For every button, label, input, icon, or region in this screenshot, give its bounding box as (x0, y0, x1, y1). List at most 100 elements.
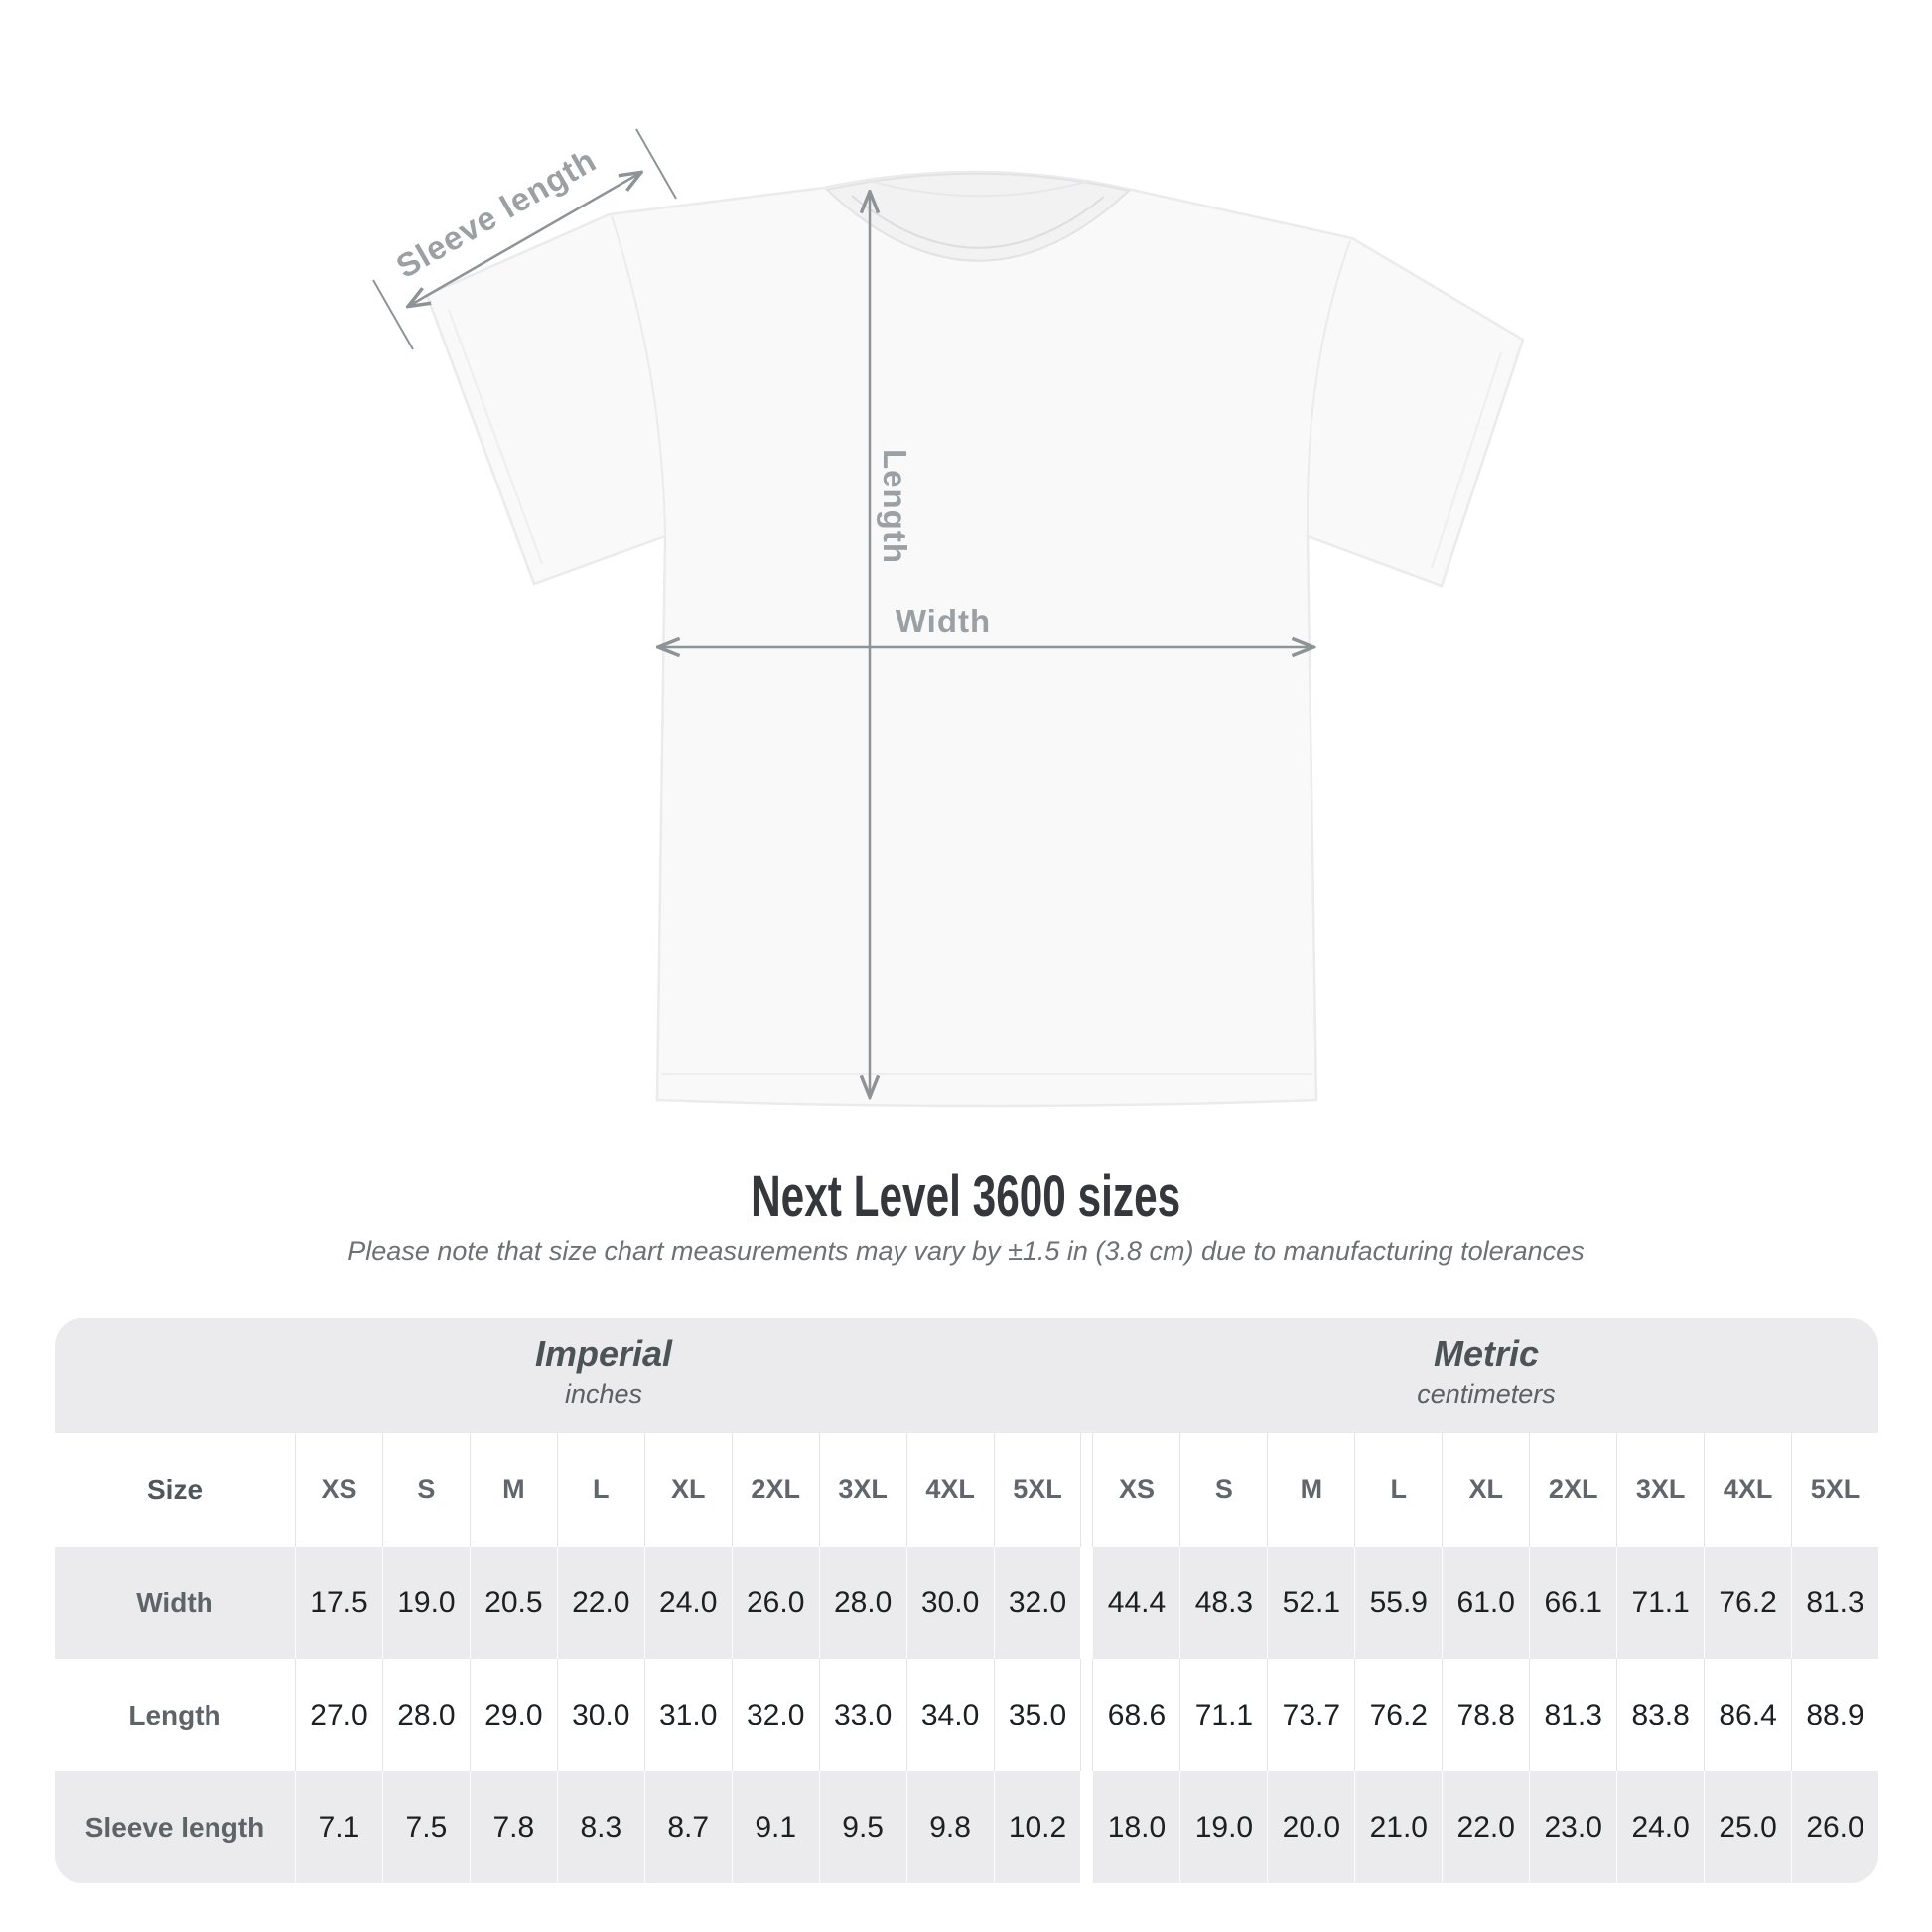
sleeve-measure-tick-bottom (372, 279, 414, 350)
metric-unit-header: Metric centimeters (1417, 1332, 1556, 1412)
table-cell: 35.0 (993, 1659, 1081, 1771)
table-cell: 68.6 (1092, 1659, 1179, 1771)
width-label: Width (895, 603, 992, 639)
table-cell: 2XL (1529, 1433, 1616, 1547)
table-cell: 19.0 (381, 1547, 470, 1659)
measurement-row-0-label: Width (136, 1587, 213, 1618)
table-cell: 30.0 (556, 1659, 644, 1771)
table-cell: 33.0 (818, 1659, 906, 1771)
table-cell: 25.0 (1704, 1771, 1791, 1883)
table-cell: 34.0 (905, 1659, 994, 1771)
table-cell: 2XL (731, 1433, 819, 1547)
table-cell: XS (295, 1433, 382, 1547)
table-cell: 86.4 (1704, 1659, 1791, 1771)
table-cell: 18.0 (1092, 1771, 1179, 1883)
size-table-card: Imperial inches Metric centimeters Size X… (55, 1318, 1878, 1883)
tshirt-right-sleeve-hem (1431, 351, 1502, 569)
page-title: Next Level 3600 sizes (751, 1165, 1181, 1229)
table-cell: 26.0 (1791, 1771, 1878, 1883)
table-cell: 21.0 (1354, 1771, 1442, 1883)
table-cell: XL (643, 1433, 732, 1547)
table-cell: 8.7 (643, 1771, 732, 1883)
sleeve-measure-tick-top (635, 128, 677, 200)
measurement-row-1-label: Length (128, 1699, 221, 1730)
size-table: Size XS S M L XL 2XL 3XL 4XL 5XL XS S M L XL 2XL 3XL 4XL 5… (55, 1433, 1878, 1883)
table-cell: 30.0 (905, 1547, 994, 1659)
table-cell: 28.0 (818, 1547, 906, 1659)
sleeve-measure-arrow (409, 173, 640, 306)
unit-system-gap (1080, 1659, 1093, 1771)
table-cell: 76.2 (1354, 1659, 1442, 1771)
tolerance-note: Please note that size chart measurements… (347, 1236, 1585, 1266)
table-cell: 24.0 (1616, 1771, 1704, 1883)
size-header-row-label: Size (146, 1473, 204, 1505)
table-cell: XL (1442, 1433, 1529, 1547)
table-cell: 83.8 (1616, 1659, 1704, 1771)
table-cell: 7.8 (469, 1771, 557, 1883)
table-cell: 48.3 (1179, 1547, 1267, 1659)
measurement-row-1: Length 27.0 28.0 29.0 30.0 31.0 32.0 33.0 34.0 35… (55, 1659, 1878, 1771)
table-cell: 61.0 (1442, 1547, 1529, 1659)
table-cell: 81.3 (1791, 1547, 1878, 1659)
tshirt-back-collar-seam (865, 179, 1091, 198)
unit-system-gap (1080, 1771, 1093, 1883)
centimeters-label: centimeters (1417, 1379, 1556, 1409)
table-cell: 4XL (1704, 1433, 1791, 1547)
tshirt-illustration (372, 128, 1525, 1108)
table-cell: 9.5 (818, 1771, 906, 1883)
measurement-row-2-label: Sleeve length (84, 1811, 265, 1843)
table-cell: 19.0 (1179, 1771, 1267, 1883)
tshirt-collar (824, 172, 1132, 262)
table-cell: M (469, 1433, 557, 1547)
tshirt-left-sleeve-hem (448, 309, 543, 565)
table-cell: 9.8 (905, 1771, 994, 1883)
table-cell: 5XL (993, 1433, 1081, 1547)
table-cell: 52.1 (1267, 1547, 1354, 1659)
table-cell: 26.0 (731, 1547, 819, 1659)
imperial-label: Imperial (534, 1333, 673, 1374)
table-cell: 4XL (905, 1433, 994, 1547)
table-cell: 27.0 (295, 1659, 382, 1771)
tshirt-measurement-diagram: Sleeve length Length Width (372, 128, 1525, 1108)
size-header-row: Size XS S M L XL 2XL 3XL 4XL 5XL XS S M L XL 2XL 3XL 4XL 5… (55, 1433, 1878, 1547)
table-cell: 7.1 (295, 1771, 382, 1883)
tshirt-right-armhole-seam (1306, 239, 1351, 535)
table-cell: 66.1 (1529, 1547, 1616, 1659)
table-cell: M (1267, 1433, 1354, 1547)
tshirt-collar-inner-seam (851, 195, 1105, 249)
table-cell: 31.0 (643, 1659, 732, 1771)
table-cell: 71.1 (1616, 1547, 1704, 1659)
inches-label: inches (564, 1379, 643, 1409)
table-cell: 29.0 (469, 1659, 557, 1771)
table-cell: 20.0 (1267, 1771, 1354, 1883)
table-cell: 8.3 (556, 1771, 644, 1883)
length-label: Length (877, 449, 913, 564)
table-cell: 78.8 (1442, 1659, 1529, 1771)
table-cell: 88.9 (1791, 1659, 1878, 1771)
table-cell: 28.0 (381, 1659, 470, 1771)
table-cell: 32.0 (731, 1659, 819, 1771)
table-cell: 44.4 (1092, 1547, 1179, 1659)
table-cell: 71.1 (1179, 1659, 1267, 1771)
table-cell: 3XL (818, 1433, 906, 1547)
table-cell: 76.2 (1704, 1547, 1791, 1659)
table-cell: 73.7 (1267, 1659, 1354, 1771)
table-cell: XS (1092, 1433, 1179, 1547)
table-cell: 3XL (1616, 1433, 1704, 1547)
measurement-row-0: Width 17.5 19.0 20.5 22.0 24.0 26.0 28.0 30.0 32.… (55, 1547, 1878, 1659)
units-header-band: Imperial inches Metric centimeters (55, 1318, 1878, 1433)
metric-label: Metric (1433, 1333, 1540, 1374)
table-cell: L (556, 1433, 644, 1547)
table-cell: 20.5 (469, 1547, 557, 1659)
table-cell: 10.2 (993, 1771, 1081, 1883)
table-cell: 22.0 (556, 1547, 644, 1659)
table-cell: 7.5 (381, 1771, 470, 1883)
unit-system-gap (1080, 1547, 1093, 1659)
table-cell: 23.0 (1529, 1771, 1616, 1883)
imperial-unit-header: Imperial inches (535, 1332, 672, 1412)
table-cell: 9.1 (731, 1771, 819, 1883)
table-cell: 32.0 (993, 1547, 1081, 1659)
table-cell: 17.5 (295, 1547, 382, 1659)
table-cell: 22.0 (1442, 1771, 1529, 1883)
measurement-row-2: Sleeve length 7.1 7.5 7.8 8.3 8.7 9.1 9.5 9.8 10.… (55, 1771, 1878, 1883)
